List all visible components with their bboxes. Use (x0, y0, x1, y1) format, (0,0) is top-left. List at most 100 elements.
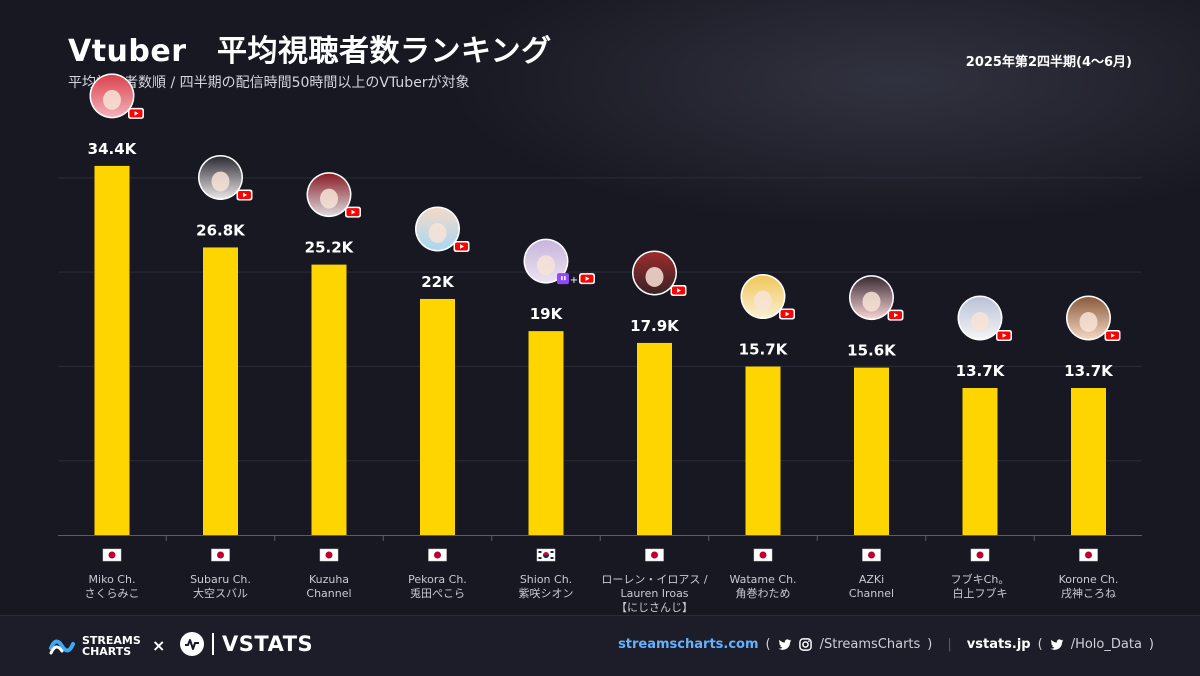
flag-jp-disc (325, 551, 333, 559)
streamscharts-link[interactable]: streamscharts.com (618, 637, 759, 652)
avatar-face (1079, 312, 1098, 333)
flag-jp-disc (759, 551, 767, 559)
twitter-icon[interactable] (1050, 638, 1064, 652)
bar-value-label: 13.7K (956, 362, 1006, 380)
youtube-icon-play (1002, 333, 1007, 338)
vstats-logo-icon (180, 632, 204, 656)
category-label: ローレン・イロアス / (601, 573, 707, 586)
paren-close: ) (927, 637, 933, 652)
youtube-icon-play (351, 209, 356, 215)
bar (745, 366, 781, 535)
footer: STREAMS CHARTS × VSTATS streamscharts.co… (0, 615, 1200, 676)
flag-jp-disc (434, 551, 441, 559)
avatar-face (211, 171, 230, 192)
category-label: Watame Ch. (729, 573, 796, 586)
flag-jp-disc (651, 551, 658, 559)
twitch-icon (557, 273, 569, 285)
category-label: AZKi (859, 573, 884, 586)
page-subtitle: 平均視聴者数順 / 四半期の配信時間50時間以上のVTuberが対象 (68, 75, 470, 91)
streamscharts-handle[interactable]: /StreamsCharts (819, 637, 921, 652)
vstats-paren-close: ) (1148, 637, 1154, 652)
bar-chart: 34.4K Miko Ch.さくらみこ 26.8K Subaru Ch.大空スバル 25… (58, 73, 1142, 614)
bar-value-label: 15.6K (847, 342, 897, 360)
category-label: フブキCh。 (951, 572, 1010, 586)
youtube-icon-play (460, 244, 464, 249)
streams-charts-wordmark: STREAMS CHARTS (82, 634, 141, 658)
avatar-face (645, 266, 664, 287)
category-label: 大空スバル (193, 586, 248, 600)
bar (420, 298, 455, 535)
bar (1071, 388, 1106, 535)
avatar-face (103, 89, 121, 110)
youtube-icon-play (243, 192, 247, 198)
bar (854, 367, 889, 535)
collab-times-sign: × (152, 636, 166, 655)
category-label: 【にじさんじ】 (616, 601, 693, 614)
bar-value-label: 25.2K (305, 239, 355, 257)
avatar-face (428, 222, 447, 243)
youtube-icon-play (1111, 333, 1115, 338)
category-label: 戌神ころね (1061, 586, 1116, 600)
youtube-icon-play (585, 276, 590, 281)
category-label: さくらみこ (85, 587, 140, 600)
bar (94, 165, 130, 536)
category-label: 兎田ぺこら (410, 587, 465, 600)
bar-value-label: 15.7K (739, 341, 789, 359)
youtube-icon-play (677, 288, 681, 293)
flag-jp-disc (868, 551, 875, 559)
flag-kr-trigram (550, 557, 554, 559)
flag-jp-disc (217, 551, 224, 559)
period-label: 2025年第2四半期(4〜6月) (965, 55, 1132, 70)
streams-charts-logo-icon (49, 639, 75, 655)
category-label: Kuzuha (309, 573, 349, 586)
category-label: 白上フブキ (953, 586, 1008, 600)
category-label: Channel (306, 587, 351, 600)
category-label: Pekora Ch. (408, 573, 467, 586)
twitch-icon-detail (561, 276, 563, 281)
category-label: Channel (849, 587, 894, 600)
footer-divider: | (947, 637, 952, 652)
bar-value-label: 17.9K (630, 317, 680, 335)
category-label: 紫咲シオン (519, 586, 574, 600)
bar (311, 264, 347, 535)
flag-kr-trigram (550, 551, 554, 553)
bar (637, 342, 672, 535)
platform-plus-sign: + (570, 275, 578, 286)
category-label: Korone Ch. (1059, 573, 1119, 586)
vstats-paren-open: ( (1037, 637, 1043, 652)
avatar-face (862, 291, 881, 312)
flag-kr-trigram (538, 557, 542, 559)
instagram-icon[interactable] (799, 638, 813, 652)
bar (528, 331, 564, 535)
bar-value-label: 13.7K (1064, 362, 1114, 380)
vstats-separator (212, 633, 214, 655)
category-label: Miko Ch. (89, 573, 136, 586)
flag-jp-disc (976, 551, 984, 559)
flag-jp-disc (108, 551, 116, 559)
youtube-icon-play (785, 311, 790, 317)
avatar-face (971, 312, 989, 333)
avatar-face (754, 290, 772, 311)
avatar-face (320, 188, 338, 209)
background-glow (440, 0, 1200, 230)
avatar-face (537, 255, 555, 276)
streams-charts-brand[interactable]: STREAMS CHARTS (48, 634, 152, 658)
category-label: Shion Ch. (520, 573, 572, 586)
category-label: 角巻わため (736, 587, 791, 600)
bar-value-label: 34.4K (88, 140, 138, 158)
bar-value-label: 26.8K (196, 221, 246, 239)
vstats-link[interactable]: vstats.jp (966, 637, 1031, 652)
bar-value-label: 19K (530, 305, 564, 323)
vstats-wordmark: VSTATS (222, 632, 314, 656)
bar (962, 388, 998, 535)
flag-kr-trigram (538, 551, 542, 553)
category-label: Lauren Iroas (620, 587, 688, 600)
vstats-brand[interactable]: VSTATS (180, 632, 313, 656)
category-label: Subaru Ch. (190, 573, 251, 586)
flag-kr-taegeuk-lower (543, 555, 549, 558)
page-title: Vtuber 平均視聴者数ランキング (68, 34, 552, 69)
twitter-icon[interactable] (778, 638, 792, 652)
vstats-handle[interactable]: /Holo_Data (1070, 637, 1142, 652)
footer-links: streamscharts.com ( /StreamsCharts ) | v… (618, 637, 1154, 652)
paren-open: ( (765, 637, 771, 652)
